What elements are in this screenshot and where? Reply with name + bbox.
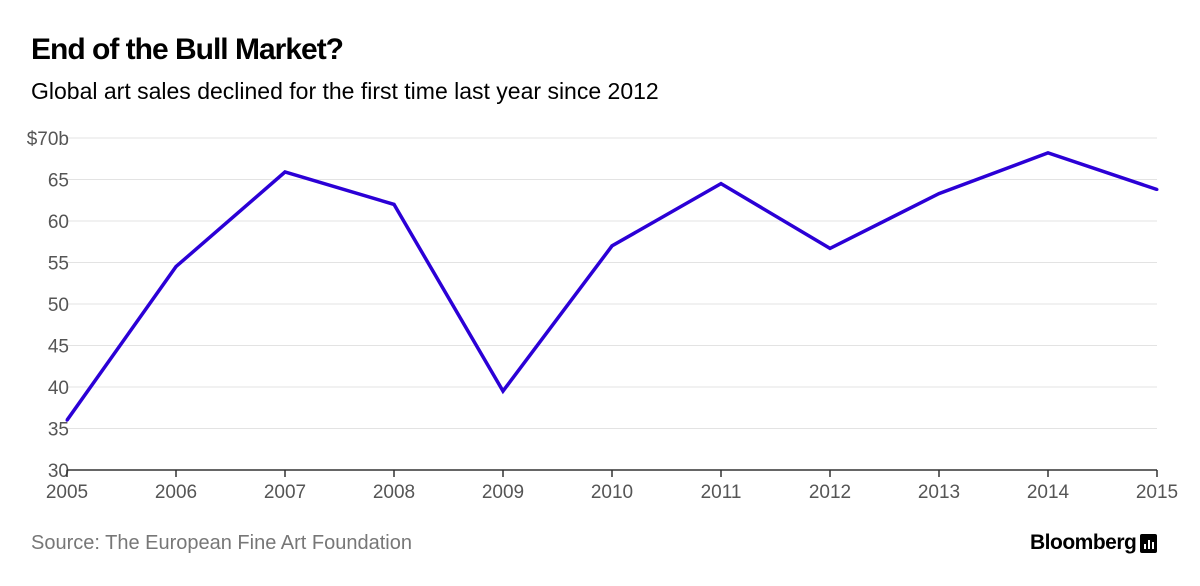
x-tick-label-2011: 2011 — [701, 482, 742, 503]
data-point-2005 — [65, 418, 69, 422]
data-point-2006 — [174, 265, 178, 269]
brand-name: Bloomberg — [1030, 531, 1137, 554]
y-tick-label-55: 55 — [48, 254, 69, 275]
data-point-2015 — [1155, 187, 1159, 191]
x-tick-label-2006: 2006 — [155, 482, 197, 503]
source-note: Source: The European Fine Art Foundation — [31, 532, 412, 554]
data-point-2007 — [283, 170, 287, 174]
x-tick-label-2014: 2014 — [1027, 482, 1070, 503]
data-point-2010 — [610, 244, 614, 248]
data-point-2009 — [501, 389, 505, 393]
y-tick-label-60: 60 — [48, 212, 69, 233]
x-tick-label-2008: 2008 — [373, 482, 415, 503]
bloomberg-chart-icon — [1140, 533, 1158, 553]
y-tick-label-40: 40 — [48, 378, 69, 399]
y-axis-tick-labels: 30 35 40 45 50 55 60 65 $70b — [27, 129, 69, 482]
series-line-0 — [65, 151, 1158, 422]
data-point-2008 — [392, 202, 396, 206]
data-point-2013 — [937, 192, 941, 196]
chart-subtitle: Global art sales declined for the first … — [31, 78, 659, 104]
y-tick-label-50: 50 — [48, 295, 69, 316]
chart-title: End of the Bull Market? — [31, 33, 344, 66]
x-tick-label-2009: 2009 — [482, 482, 524, 503]
y-tick-label-65: 65 — [48, 171, 69, 192]
data-point-2014 — [1046, 151, 1050, 155]
data-point-2011 — [719, 182, 723, 186]
x-tick-label-2010: 2010 — [591, 482, 633, 503]
x-tick-label-2007: 2007 — [264, 482, 306, 503]
y-tick-label-35: 35 — [48, 420, 69, 441]
y-tick-label-70: $70b — [27, 129, 69, 150]
y-tick-label-30: 30 — [48, 461, 69, 482]
bloomberg-logo: Bloomberg — [1030, 528, 1158, 558]
data-point-2012 — [828, 246, 832, 250]
x-axis: 2005 2006 2007 2008 2009 2010 2011 2012 2013 2014… — [46, 469, 1178, 503]
x-tick-label-2013: 2013 — [918, 482, 960, 503]
gridlines — [67, 137, 1157, 429]
y-tick-label-45: 45 — [48, 337, 69, 358]
x-tick-label-2005: 2005 — [46, 482, 88, 503]
x-tick-label-2012: 2012 — [809, 482, 851, 503]
series-lines — [65, 151, 1159, 422]
x-tick-label-2015: 2015 — [1136, 482, 1178, 503]
